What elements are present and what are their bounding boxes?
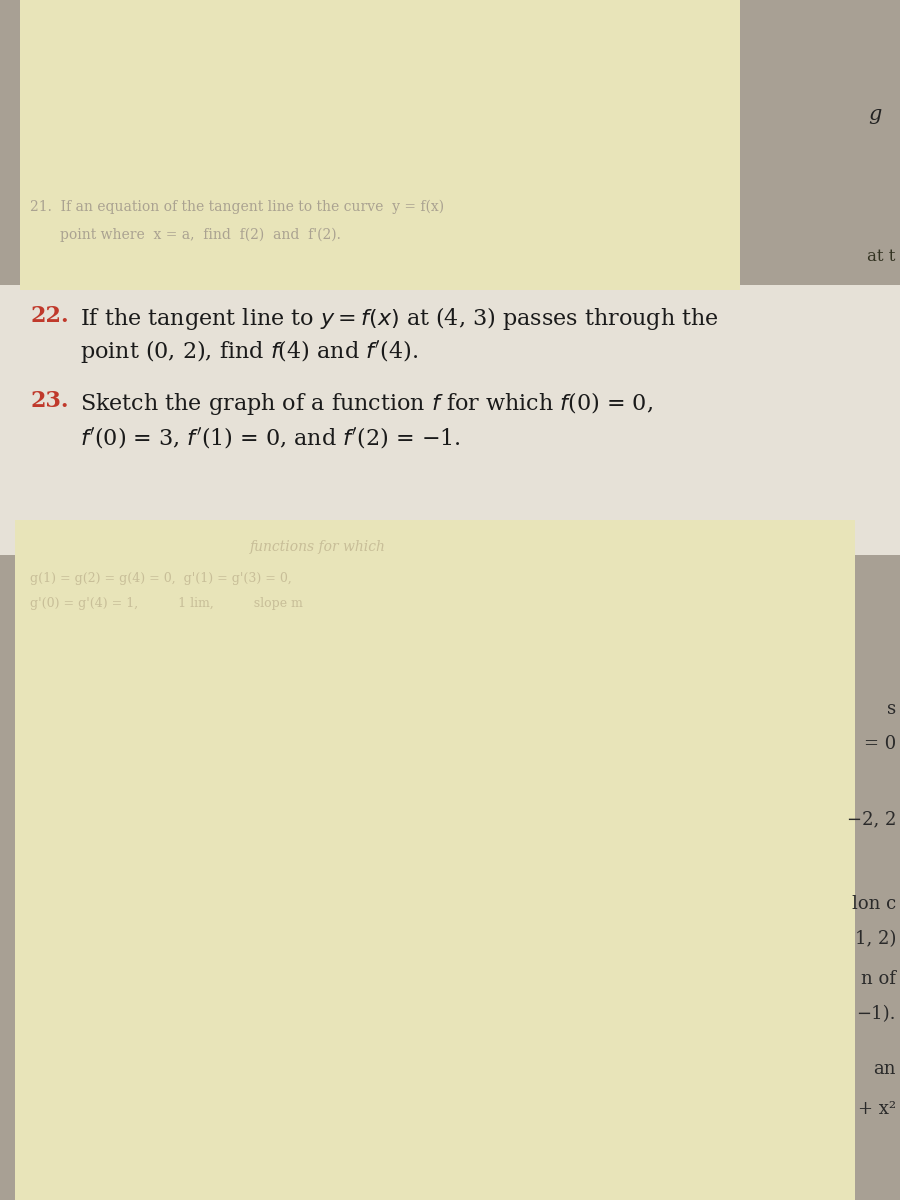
FancyBboxPatch shape bbox=[0, 284, 900, 554]
Text: If the tangent line to $y = f(x)$ at (4, 3) passes through the: If the tangent line to $y = f(x)$ at (4,… bbox=[80, 305, 719, 332]
Text: an: an bbox=[874, 1060, 896, 1078]
Text: lon c: lon c bbox=[851, 895, 896, 913]
FancyBboxPatch shape bbox=[15, 520, 855, 1200]
Text: −1).: −1). bbox=[857, 1006, 896, 1022]
Text: g: g bbox=[868, 104, 882, 124]
Text: Sketch the graph of a function $f$ for which $f$(0) = 0,: Sketch the graph of a function $f$ for w… bbox=[80, 390, 653, 416]
Text: = 0: = 0 bbox=[864, 734, 896, 754]
Text: point where  x = a,  find  f(2)  and  f'(2).: point where x = a, find f(2) and f'(2). bbox=[60, 228, 341, 242]
Text: s: s bbox=[886, 700, 896, 718]
Text: 23.: 23. bbox=[30, 390, 68, 412]
Text: point (0, 2), find $f$(4) and $f'$(4).: point (0, 2), find $f$(4) and $f'$(4). bbox=[80, 338, 418, 365]
Text: −2, 2: −2, 2 bbox=[847, 810, 896, 828]
Text: g(1) = g(2) = g(4) = 0,  g'(1) = g'(3) = 0,: g(1) = g(2) = g(4) = 0, g'(1) = g'(3) = … bbox=[30, 572, 292, 584]
Text: 22.: 22. bbox=[30, 305, 68, 326]
Text: $f'$(0) = 3, $f'$(1) = 0, and $f'$(2) = −1.: $f'$(0) = 3, $f'$(1) = 0, and $f'$(2) = … bbox=[80, 425, 461, 450]
Text: n of: n of bbox=[861, 970, 896, 988]
Text: g'(0) = g'(4) = 1,          1 lim,          slope m: g'(0) = g'(4) = 1, 1 lim, slope m bbox=[30, 596, 303, 610]
Text: functions for which: functions for which bbox=[250, 540, 386, 554]
Text: 1, 2): 1, 2) bbox=[855, 930, 896, 948]
Text: at t: at t bbox=[867, 248, 895, 265]
FancyBboxPatch shape bbox=[20, 0, 740, 290]
Text: 21.  If an equation of the tangent line to the curve  y = f(x): 21. If an equation of the tangent line t… bbox=[30, 200, 444, 215]
Text: + x²: + x² bbox=[858, 1100, 896, 1118]
